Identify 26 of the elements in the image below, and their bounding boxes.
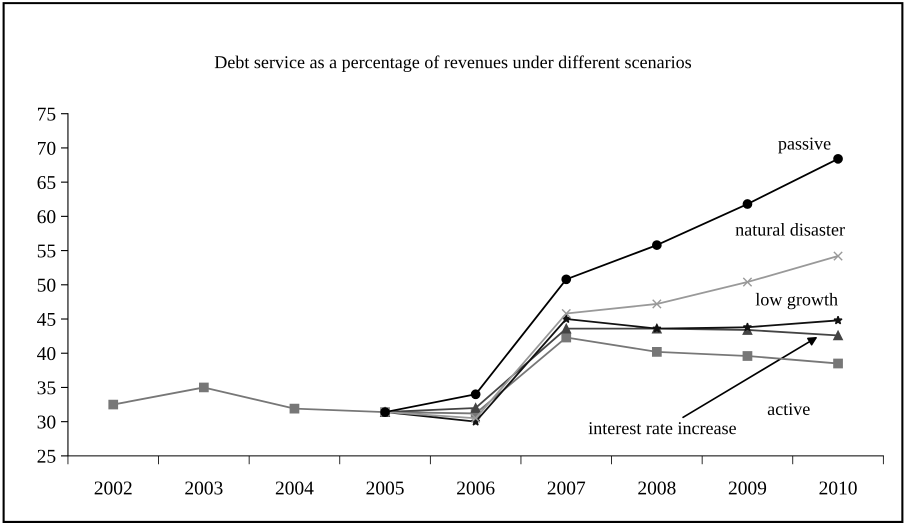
y-tick-label: 35 [38,381,56,394]
y-tick-label: 40 [37,347,56,360]
y-tick-label: 45 [37,312,56,326]
text: interest rate increase [588,422,736,434]
x-tick-label: 2005 [366,481,404,495]
series-label: passive [778,138,830,154]
x-tick-label: 2008 [638,481,676,495]
chart-title: Debt service as a percentage of revenues under different scenarios [214,55,692,72]
x-tick-label: 2006 [457,481,495,495]
y-tick-label: 65 [38,176,56,190]
y-tick-label: 70 [38,142,56,155]
series-label: low growth [756,292,838,310]
x-tick-label: 2003 [185,481,223,495]
y-tick-label: 55 [38,244,56,258]
y-tick-label: 60 [38,210,56,224]
y-tick-label: 50 [38,278,56,292]
y-tick-label: 30 [38,415,56,429]
y-tick-label: 75 [38,108,56,121]
series-label: natural disaster [736,223,845,236]
x-tick-label: 2009 [728,481,766,495]
y-tick-label: 25 [38,450,56,463]
x-tick-label: 2004 [276,481,314,495]
x-tick-label: 2002 [94,481,132,495]
x-tick-label: 2007 [548,481,586,495]
text: active [768,402,810,416]
x-tick-label: 2010 [819,481,857,495]
